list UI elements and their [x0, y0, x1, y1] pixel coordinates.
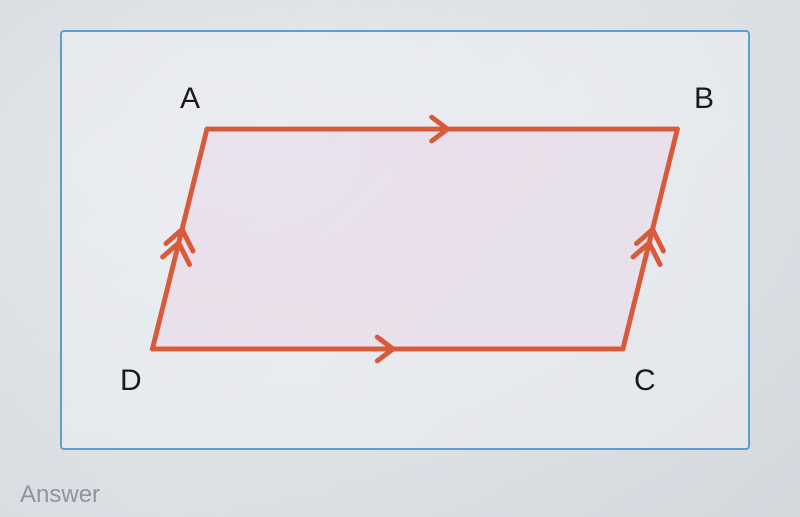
diagram-container: A B C D [60, 30, 750, 450]
vertex-label-c: C [634, 364, 656, 398]
vertex-label-a: A [180, 82, 200, 116]
vertex-label-b: B [694, 82, 714, 116]
vertex-label-d: D [120, 364, 142, 398]
parallelogram-fill [152, 129, 677, 349]
bottom-cutoff-text: Answer [20, 481, 100, 509]
